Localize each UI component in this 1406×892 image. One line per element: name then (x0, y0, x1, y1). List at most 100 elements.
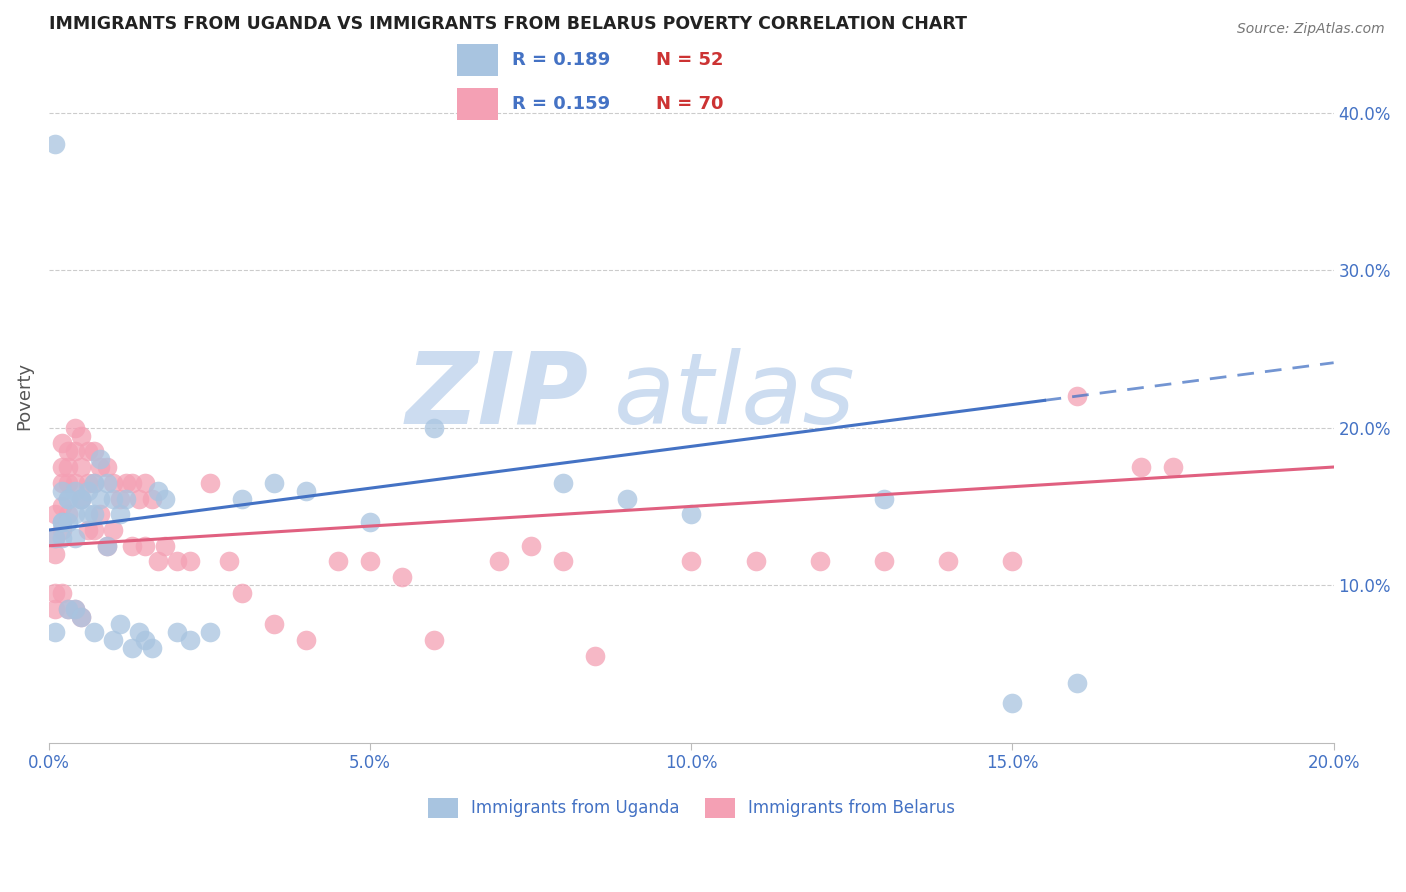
Point (63, 483, 86, 498)
Y-axis label: Poverty: Poverty (15, 362, 32, 430)
Point (70, 609, 93, 624)
Point (108, 491, 131, 506)
Point (359, 554, 381, 568)
Point (58, 515, 80, 529)
Text: N = 52: N = 52 (657, 51, 724, 69)
Point (681, 508, 703, 522)
Point (1161, 460, 1184, 475)
Point (134, 539, 156, 553)
Point (551, 475, 574, 490)
Point (166, 554, 188, 568)
Point (70, 460, 93, 475)
Point (873, 554, 896, 568)
Legend: Immigrants from Uganda, Immigrants from Belarus: Immigrants from Uganda, Immigrants from … (420, 792, 962, 824)
Point (1001, 554, 1024, 568)
Text: atlas: atlas (614, 348, 856, 445)
Point (58, 491, 80, 506)
Point (808, 554, 831, 568)
Text: IMMIGRANTS FROM UGANDA VS IMMIGRANTS FROM BELARUS POVERTY CORRELATION CHART: IMMIGRANTS FROM UGANDA VS IMMIGRANTS FRO… (49, 15, 967, 33)
Point (83, 444, 105, 458)
Point (115, 491, 138, 506)
Point (76, 483, 98, 498)
Point (1066, 389, 1088, 403)
Point (44, 531, 66, 545)
Text: ZIP: ZIP (405, 348, 589, 445)
Point (295, 483, 318, 498)
Point (44, 508, 66, 522)
Point (51, 515, 73, 529)
Point (1129, 460, 1152, 475)
Point (263, 617, 285, 632)
Point (179, 633, 201, 648)
Point (89, 491, 111, 506)
Point (96, 539, 118, 553)
Point (70, 491, 93, 506)
Point (103, 491, 125, 506)
FancyBboxPatch shape (457, 44, 498, 76)
Point (121, 475, 143, 490)
Point (58, 601, 80, 615)
Point (263, 475, 285, 490)
Point (63, 531, 86, 545)
Point (231, 491, 253, 506)
Point (166, 625, 188, 640)
Point (51, 523, 73, 537)
Point (83, 475, 105, 490)
Point (83, 475, 105, 490)
Point (76, 444, 98, 458)
Point (121, 539, 143, 553)
Point (134, 475, 156, 490)
Point (146, 483, 169, 498)
Point (1001, 696, 1024, 710)
Point (744, 554, 766, 568)
Point (179, 554, 201, 568)
Point (76, 523, 98, 537)
Point (936, 554, 959, 568)
Point (96, 460, 118, 475)
Point (423, 633, 446, 648)
Point (63, 420, 86, 434)
Point (51, 515, 73, 529)
Point (51, 483, 73, 498)
Point (58, 508, 80, 522)
Point (76, 508, 98, 522)
Point (58, 491, 80, 506)
Point (70, 491, 93, 506)
Point (121, 641, 143, 656)
Point (153, 491, 176, 506)
FancyBboxPatch shape (457, 88, 498, 120)
Point (44, 547, 66, 561)
Point (44, 531, 66, 545)
Point (96, 539, 118, 553)
Text: Source: ZipAtlas.com: Source: ZipAtlas.com (1237, 22, 1385, 37)
Point (103, 475, 125, 490)
Point (391, 570, 413, 584)
Point (83, 625, 105, 640)
Point (63, 475, 86, 490)
Point (83, 523, 105, 537)
Point (141, 491, 163, 506)
Point (423, 420, 446, 434)
Point (231, 586, 253, 600)
Point (76, 475, 98, 490)
Point (295, 633, 318, 648)
Point (103, 633, 125, 648)
Point (70, 609, 93, 624)
Text: R = 0.159: R = 0.159 (512, 95, 610, 113)
Point (51, 436, 73, 450)
Point (70, 491, 93, 506)
Point (146, 554, 169, 568)
Point (198, 475, 221, 490)
Point (488, 554, 510, 568)
Point (1066, 675, 1088, 690)
Point (128, 625, 150, 640)
Point (103, 523, 125, 537)
Text: N = 70: N = 70 (657, 95, 724, 113)
Point (128, 491, 150, 506)
Point (616, 491, 638, 506)
Point (134, 633, 156, 648)
Point (63, 601, 86, 615)
Point (96, 475, 118, 490)
Point (44, 625, 66, 640)
Text: R = 0.189: R = 0.189 (512, 51, 610, 69)
